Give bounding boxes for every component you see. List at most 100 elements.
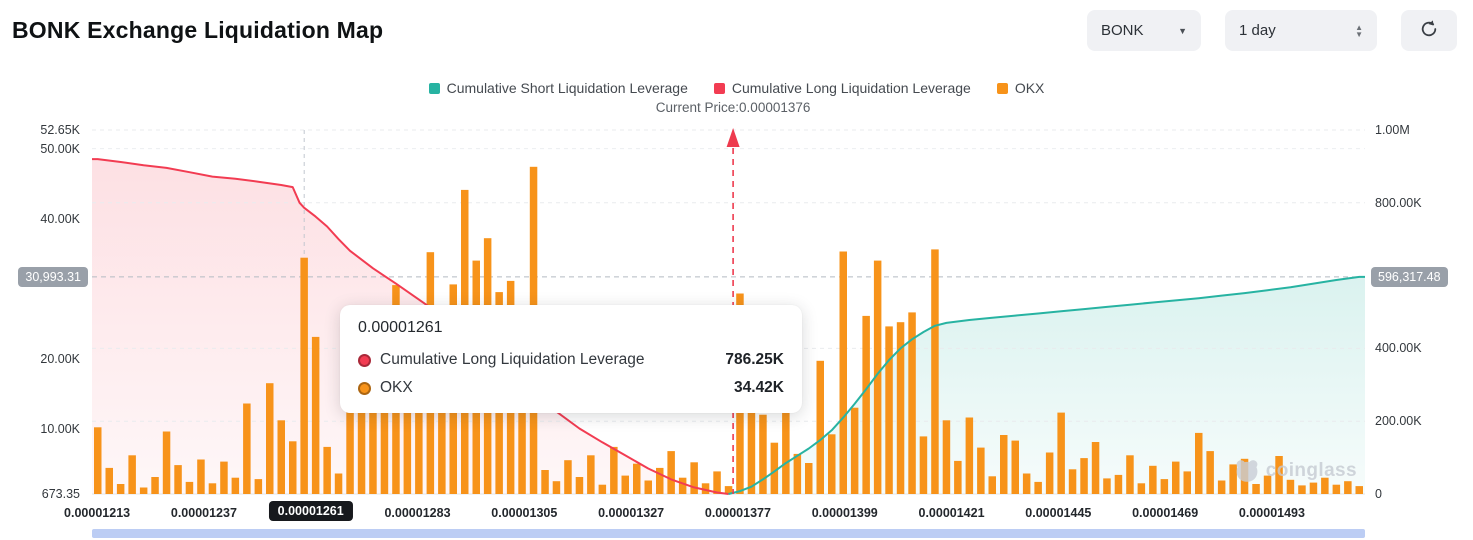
okx-bar[interactable] (162, 431, 171, 495)
okx-bar[interactable] (266, 383, 274, 494)
okx-bar[interactable] (231, 477, 240, 494)
okx-bar[interactable] (1103, 478, 1111, 494)
okx-bar[interactable] (415, 386, 423, 494)
okx-bar[interactable] (1034, 481, 1042, 494)
okx-bar[interactable] (644, 480, 653, 495)
interval-select[interactable]: 1 day ▲ ▼ (1225, 10, 1377, 51)
okx-bar[interactable] (323, 446, 331, 494)
okx-bar[interactable] (357, 358, 366, 494)
okx-bar[interactable] (1172, 461, 1180, 494)
okx-bar[interactable] (1344, 481, 1352, 494)
okx-bar[interactable] (656, 467, 664, 494)
okx-bar[interactable] (1114, 474, 1123, 494)
okx-bar[interactable] (1229, 464, 1237, 494)
okx-bar[interactable] (1137, 483, 1146, 494)
okx-bar[interactable] (667, 451, 675, 494)
okx-bar[interactable] (1160, 479, 1169, 494)
okx-bar[interactable] (1068, 469, 1077, 494)
okx-bar[interactable] (1011, 440, 1020, 494)
okx-bar[interactable] (770, 442, 779, 494)
okx-bar[interactable] (334, 473, 343, 495)
okx-bar[interactable] (552, 481, 561, 494)
okx-bar[interactable] (1252, 484, 1260, 494)
okx-bar[interactable] (724, 486, 733, 494)
okx-bar[interactable] (1022, 473, 1031, 495)
refresh-button[interactable] (1401, 10, 1457, 51)
okx-bar[interactable] (862, 315, 870, 494)
okx-bar[interactable] (954, 460, 962, 494)
okx-bar[interactable] (587, 455, 595, 494)
okx-bar[interactable] (1298, 485, 1306, 494)
okx-bar[interactable] (277, 420, 286, 494)
okx-bar[interactable] (1206, 451, 1214, 494)
okx-bar[interactable] (197, 459, 205, 495)
okx-bar[interactable] (633, 463, 641, 494)
okx-bar[interactable] (1183, 471, 1192, 494)
okx-bar[interactable] (678, 477, 687, 494)
okx-bar[interactable] (885, 326, 893, 494)
zoom-range-scrollbar[interactable] (92, 529, 1365, 538)
okx-bar[interactable] (598, 484, 607, 494)
okx-bar[interactable] (254, 479, 263, 494)
okx-bar[interactable] (977, 447, 985, 494)
okx-bar[interactable] (346, 393, 354, 494)
okx-bar[interactable] (873, 260, 882, 494)
okx-bar[interactable] (759, 414, 767, 494)
okx-bar[interactable] (828, 434, 836, 494)
okx-bar[interactable] (942, 420, 951, 494)
okx-bar[interactable] (174, 465, 182, 494)
okx-bar[interactable] (1332, 484, 1341, 494)
okx-bar[interactable] (1309, 482, 1318, 494)
okx-bar[interactable] (1275, 456, 1283, 494)
okx-bar[interactable] (1149, 465, 1157, 494)
okx-bar[interactable] (793, 453, 802, 494)
legend-item-long[interactable]: Cumulative Long Liquidation Leverage (713, 80, 971, 96)
okx-bar[interactable] (380, 372, 389, 494)
okx-bar[interactable] (965, 417, 974, 495)
okx-bar[interactable] (839, 251, 848, 495)
legend-item-okx[interactable]: OKX (996, 80, 1044, 96)
okx-bar[interactable] (1195, 432, 1203, 494)
okx-bar[interactable] (564, 460, 572, 494)
okx-bar[interactable] (1355, 486, 1364, 494)
okx-bar[interactable] (896, 322, 905, 494)
okx-bar[interactable] (919, 436, 928, 494)
okx-bar[interactable] (438, 358, 446, 494)
okx-bar[interactable] (931, 249, 939, 494)
okx-bar[interactable] (1000, 435, 1008, 494)
legend-item-short[interactable]: Cumulative Short Liquidation Leverage (428, 80, 688, 96)
okx-bar[interactable] (1080, 458, 1088, 494)
okx-bar[interactable] (1057, 412, 1065, 494)
okx-bar[interactable] (1045, 452, 1054, 495)
okx-bar[interactable] (908, 312, 916, 494)
okx-bar[interactable] (243, 403, 251, 495)
okx-bar[interactable] (816, 360, 825, 494)
okx-bar[interactable] (713, 471, 721, 494)
okx-bar[interactable] (610, 446, 618, 494)
okx-bar[interactable] (541, 470, 549, 494)
okx-bar[interactable] (701, 483, 710, 494)
okx-bar[interactable] (300, 257, 308, 494)
okx-bar[interactable] (988, 476, 997, 494)
okx-bar[interactable] (690, 462, 698, 494)
okx-bar[interactable] (1217, 480, 1226, 495)
okx-bar[interactable] (311, 336, 320, 494)
okx-bar[interactable] (621, 475, 630, 494)
okx-bar[interactable] (151, 477, 159, 494)
okx-bar[interactable] (575, 477, 584, 494)
okx-bar[interactable] (1321, 477, 1329, 494)
okx-bar[interactable] (805, 463, 813, 494)
okx-bar[interactable] (1263, 475, 1272, 494)
okx-bar[interactable] (116, 484, 125, 494)
symbol-dropdown[interactable]: BONK ▼ (1087, 10, 1201, 51)
okx-bar[interactable] (403, 344, 412, 494)
okx-bar[interactable] (185, 481, 194, 494)
okx-bar[interactable] (850, 407, 859, 494)
okx-bar[interactable] (128, 455, 136, 494)
okx-bar[interactable] (518, 372, 526, 494)
okx-bar[interactable] (782, 393, 790, 494)
okx-bar[interactable] (1286, 479, 1295, 494)
okx-bar[interactable] (220, 461, 228, 494)
okx-bar[interactable] (94, 427, 102, 494)
okx-bar[interactable] (105, 467, 114, 494)
